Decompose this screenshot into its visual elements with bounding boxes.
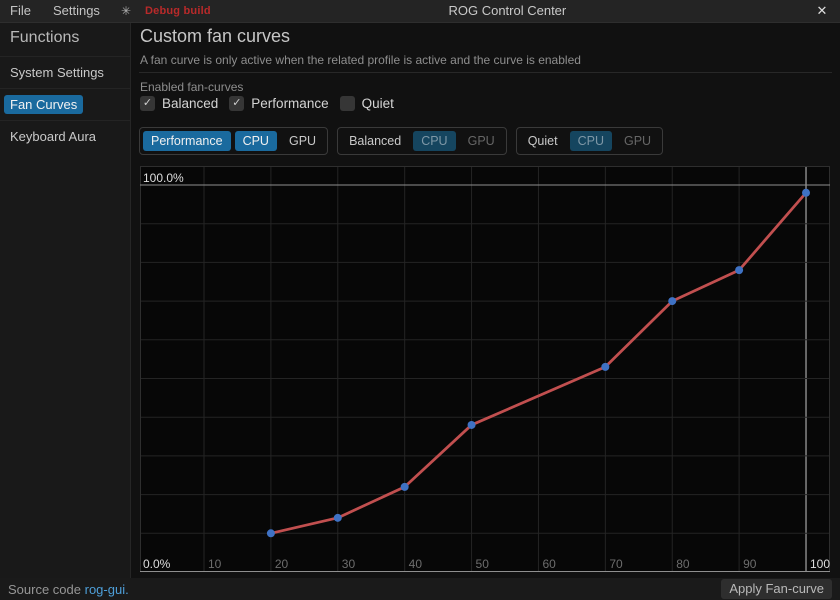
sidebar-item-keyboard-aura[interactable]: Keyboard Aura [0,121,130,152]
checkbox-check-icon: ✓ [140,96,155,111]
source-code-label: Source code rog-gui. [0,582,129,597]
menu-file[interactable]: File [0,2,42,20]
x-axis-tick-label: 80 [676,557,690,571]
sidebar-item-label: Keyboard Aura [10,129,97,144]
section-divider [139,72,832,73]
fan-curve-point[interactable] [400,482,409,491]
page-subtitle: A fan curve is only active when the rela… [140,53,581,67]
sidebar: Functions System Settings Fan Curves Key… [0,23,131,578]
x-axis-tick-label: 40 [409,557,423,571]
theme-toggle-icon[interactable]: ✳ [120,3,131,18]
fan-curve-point[interactable] [668,297,677,306]
y-axis-max-label: 100.0% [143,171,184,185]
x-axis-tick-label: 70 [609,557,623,571]
fan-curve-point[interactable] [802,188,811,197]
checkbox-check-icon [339,96,355,111]
source-code-text: Source code [8,581,81,597]
x-axis-tick-label: 60 [542,557,556,571]
fan-curve-point[interactable] [467,420,476,429]
close-icon[interactable]: ✕ [804,3,840,20]
sidebar-divider [0,120,130,121]
fan-curve-point[interactable] [601,362,610,371]
fan-curve-chart[interactable]: 100.0% 0.0% 10 20 30 40 50 60 70 80 90 100 [140,166,830,578]
tab-quiet-gpu[interactable]: GPU [616,131,659,151]
enabled-fan-curves-label: Enabled fan-curves [140,80,244,94]
fan-curve-point[interactable] [266,529,275,538]
sidebar-item-label: Fan Curves [4,95,84,114]
sidebar-header: Functions [10,29,80,46]
profile-tab-row: Performance CPU GPU Balanced CPU GPU Qui… [139,127,664,155]
tab-balanced[interactable]: Balanced [341,131,409,151]
x-axis-tick-label: 100 [810,557,830,571]
tab-performance[interactable]: Performance [143,131,231,151]
tab-balanced-cpu[interactable]: CPU [413,131,456,151]
sidebar-item-fan-curves[interactable]: Fan Curves [0,89,130,120]
checkbox-check-icon: ✓ [229,96,245,111]
x-axis-tick-label: 30 [342,557,356,571]
checkbox-label: Quiet [361,96,394,111]
sidebar-divider [0,88,130,89]
fan-curve-line [269,191,808,535]
checkbox-label: Balanced [162,96,219,111]
x-axis-tick-label: 10 [208,557,222,571]
tab-performance-gpu[interactable]: GPU [281,131,324,151]
x-axis-tick-label: 20 [275,557,289,571]
tab-balanced-gpu[interactable]: GPU [460,131,503,151]
footer: Source code rog-gui. Apply Fan-curve [0,578,840,600]
main-content: Custom fan curves A fan curve is only ac… [132,23,840,578]
fan-curve-point[interactable] [333,513,342,522]
fan-curve-point[interactable] [735,266,744,275]
checkbox-performance[interactable]: ✓ Performance [229,96,329,111]
x-axis-tick-label: 90 [743,557,757,571]
apply-fan-curve-button[interactable]: Apply Fan-curve [721,579,832,599]
checkbox-quiet[interactable]: Quiet [339,96,394,111]
sidebar-divider [0,56,130,57]
source-code-link[interactable]: rog-gui. [84,581,129,597]
menu-settings[interactable]: Settings [42,2,111,20]
sidebar-item-label: System Settings [10,65,104,80]
debug-build-badge: Debug build [145,5,211,17]
enabled-checkbox-row: ✓ Balanced ✓ Performance Quiet [140,96,394,111]
page-title: Custom fan curves [140,26,291,46]
tab-performance-cpu[interactable]: CPU [234,131,277,151]
checkbox-balanced[interactable]: ✓ Balanced [140,96,218,111]
y-axis-min-label: 0.0% [143,557,171,571]
titlebar: File Settings ✳ Debug build ROG Control … [0,0,840,23]
tab-quiet[interactable]: Quiet [520,131,566,151]
x-axis-tick-label: 50 [476,557,490,571]
checkbox-label: Performance [251,96,329,111]
tab-group-quiet: Quiet CPU GPU [515,127,664,155]
tab-group-balanced: Balanced CPU GPU [337,127,507,155]
sidebar-item-system-settings[interactable]: System Settings [0,57,130,88]
chart-plot-area[interactable] [140,166,830,572]
tab-group-performance: Performance CPU GPU [139,127,329,155]
tab-quiet-cpu[interactable]: CPU [569,131,612,151]
window-title: ROG Control Center [448,3,567,18]
